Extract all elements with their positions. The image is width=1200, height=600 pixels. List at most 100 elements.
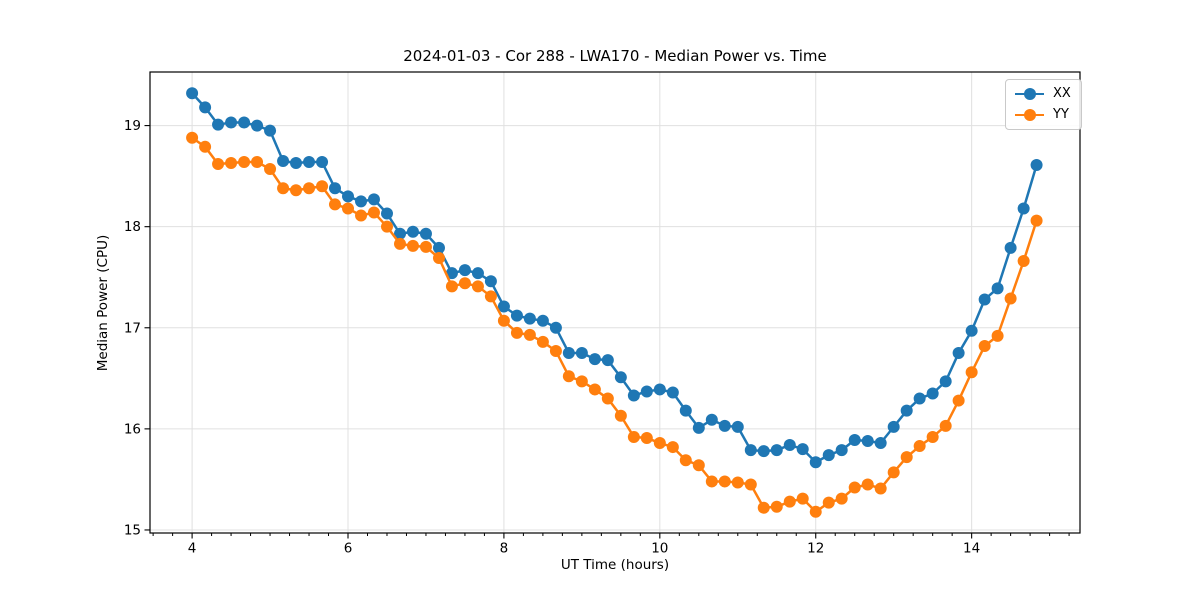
y-tick-label: 16 <box>124 421 141 437</box>
data-point-yy <box>238 155 251 168</box>
x-tick-label: 8 <box>500 541 509 557</box>
data-point-yy <box>328 198 341 211</box>
data-point-yy <box>796 492 809 505</box>
data-point-xx <box>212 118 225 131</box>
y-tick-label: 17 <box>124 320 141 336</box>
chart-title: 2024-01-03 - Cor 288 - LWA170 - Median P… <box>403 47 827 65</box>
data-point-xx <box>575 347 588 360</box>
y-tick-label: 19 <box>124 118 141 134</box>
data-point-xx <box>874 437 887 450</box>
data-point-xx <box>627 389 640 402</box>
x-tick-label: 4 <box>188 541 197 557</box>
data-point-xx <box>926 387 939 400</box>
axes-spines <box>149 71 1081 534</box>
data-point-yy <box>822 496 835 509</box>
data-point-yy <box>978 339 991 352</box>
data-point-xx <box>1004 241 1017 254</box>
legend-label-yy: YY <box>1053 107 1069 122</box>
data-point-xx <box>900 404 913 417</box>
data-point-yy <box>614 409 627 422</box>
data-point-xx <box>783 439 796 452</box>
data-point-xx <box>380 207 393 220</box>
x-tick-label: 12 <box>807 541 824 557</box>
data-point-xx <box>640 385 653 398</box>
data-point-yy <box>965 366 978 379</box>
data-point-yy <box>264 163 277 176</box>
data-point-xx <box>225 116 238 129</box>
y-tick-label: 18 <box>124 219 141 235</box>
data-point-yy <box>316 180 329 193</box>
data-point-yy <box>199 140 212 153</box>
data-point-yy <box>939 419 952 432</box>
data-point-xx <box>913 392 926 405</box>
data-point-yy <box>926 430 939 443</box>
x-axis-label: UT Time (hours) <box>560 557 670 573</box>
x-tick-label: 14 <box>963 541 980 557</box>
data-point-yy <box>874 482 887 495</box>
data-point-yy <box>900 451 913 464</box>
data-point-yy <box>212 157 225 170</box>
data-point-xx <box>536 314 549 327</box>
data-point-xx <box>718 419 731 432</box>
data-point-yy <box>679 454 692 467</box>
data-point-xx <box>978 293 991 306</box>
data-point-yy <box>1030 214 1043 227</box>
data-point-yy <box>770 500 783 513</box>
data-point-xx <box>601 354 614 367</box>
data-point-yy <box>303 182 316 195</box>
legend-line-marker-icon <box>1015 108 1044 122</box>
data-point-yy <box>991 329 1004 342</box>
data-point-xx <box>861 435 874 448</box>
legend-line-marker-icon <box>1015 87 1044 101</box>
data-point-xx <box>757 445 770 458</box>
data-point-yy <box>1004 292 1017 305</box>
data-point-yy <box>718 475 731 488</box>
data-point-yy <box>692 459 705 472</box>
data-point-yy <box>809 505 822 518</box>
data-point-xx <box>588 353 601 366</box>
data-point-yy <box>355 209 368 222</box>
data-point-xx <box>277 154 290 167</box>
data-point-xx <box>303 155 316 168</box>
data-point-xx <box>471 267 484 280</box>
data-point-yy <box>342 202 355 215</box>
data-point-yy <box>757 501 770 514</box>
data-point-xx <box>835 444 848 457</box>
legend-item-yy: YY <box>1015 107 1071 123</box>
data-point-yy <box>394 237 407 250</box>
data-point-xx <box>251 119 264 132</box>
legend-item-xx: XX <box>1015 86 1071 102</box>
data-point-yy <box>562 370 575 383</box>
data-point-xx <box>744 444 757 457</box>
data-point-xx <box>419 227 432 240</box>
data-point-xx <box>484 275 497 288</box>
data-point-xx <box>355 195 368 208</box>
data-point-yy <box>497 314 510 327</box>
data-point-xx <box>238 116 251 129</box>
data-point-xx <box>1017 202 1030 215</box>
data-point-yy <box>640 431 653 444</box>
data-point-xx <box>342 190 355 203</box>
data-point-yy <box>588 383 601 396</box>
data-point-yy <box>484 290 497 303</box>
data-point-yy <box>536 335 549 348</box>
data-point-yy <box>432 252 445 265</box>
data-point-xx <box>692 421 705 434</box>
data-point-yy <box>861 478 874 491</box>
data-point-xx <box>679 404 692 417</box>
data-point-xx <box>770 444 783 457</box>
data-point-yy <box>367 206 380 219</box>
data-point-yy <box>406 239 419 252</box>
data-point-xx <box>614 371 627 384</box>
data-point-yy <box>848 481 861 494</box>
data-point-xx <box>290 156 303 169</box>
data-point-xx <box>796 443 809 456</box>
data-point-yy <box>627 430 640 443</box>
data-point-xx <box>666 386 679 399</box>
data-point-yy <box>186 131 199 144</box>
data-point-yy <box>952 394 965 407</box>
data-point-xx <box>328 182 341 195</box>
data-point-yy <box>666 441 679 454</box>
